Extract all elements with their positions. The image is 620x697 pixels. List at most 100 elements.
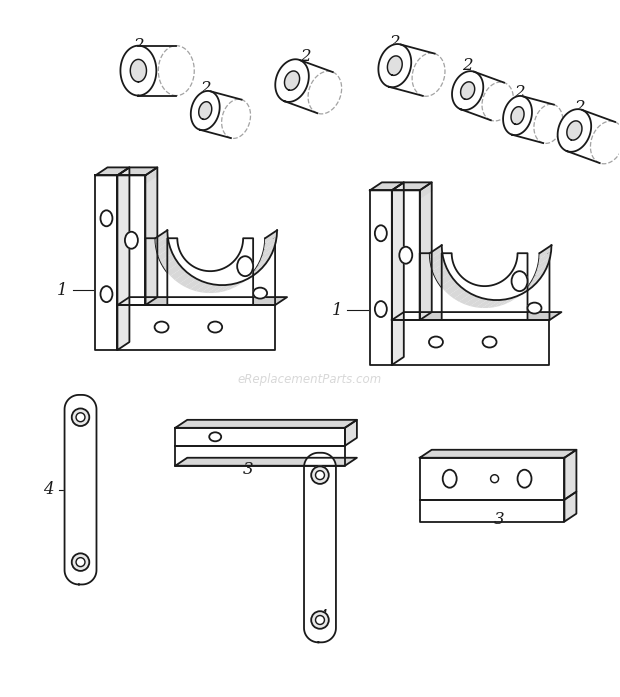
Polygon shape [464,296,482,306]
Polygon shape [525,278,540,291]
Text: 4: 4 [317,609,327,626]
Polygon shape [487,300,505,308]
Polygon shape [499,296,517,306]
Text: 2: 2 [200,80,211,97]
Polygon shape [567,110,615,163]
Text: 2: 2 [463,57,473,74]
Text: 3: 3 [494,511,505,528]
Polygon shape [265,230,277,244]
Polygon shape [392,183,404,365]
Text: 3: 3 [243,461,254,478]
Polygon shape [145,167,157,305]
Polygon shape [454,291,471,302]
Polygon shape [537,257,550,270]
Polygon shape [528,273,544,286]
Ellipse shape [518,470,531,488]
Polygon shape [138,46,176,95]
Ellipse shape [482,337,497,348]
Polygon shape [392,312,562,320]
Polygon shape [161,253,175,266]
Polygon shape [157,242,171,256]
Ellipse shape [125,232,138,249]
Polygon shape [156,236,169,250]
Ellipse shape [208,321,222,332]
Polygon shape [246,268,262,280]
Polygon shape [539,245,551,259]
Ellipse shape [209,432,221,441]
Polygon shape [505,293,522,304]
Ellipse shape [375,301,387,317]
Ellipse shape [100,286,112,302]
Ellipse shape [76,558,85,567]
Polygon shape [449,287,466,298]
Polygon shape [567,121,582,140]
Polygon shape [117,176,145,305]
Polygon shape [389,45,435,96]
Ellipse shape [237,256,253,276]
Polygon shape [285,71,299,90]
Polygon shape [420,185,432,199]
Polygon shape [145,170,157,183]
Polygon shape [430,245,442,259]
Ellipse shape [72,553,89,571]
Ellipse shape [399,247,412,263]
Ellipse shape [316,470,324,480]
Polygon shape [534,263,549,276]
Polygon shape [207,285,225,293]
Polygon shape [95,176,117,350]
Text: 1: 1 [332,302,342,319]
Polygon shape [156,230,167,244]
Polygon shape [512,96,554,143]
Polygon shape [231,279,248,289]
Polygon shape [503,96,532,135]
Polygon shape [420,183,432,320]
Text: 2: 2 [299,48,311,65]
Ellipse shape [429,337,443,348]
Polygon shape [185,279,202,289]
Polygon shape [117,167,130,350]
Polygon shape [515,287,532,298]
Polygon shape [117,297,287,305]
Text: 1: 1 [57,282,68,298]
Polygon shape [275,59,309,102]
Text: 2: 2 [514,84,525,101]
Polygon shape [117,305,275,350]
Polygon shape [200,91,242,138]
Polygon shape [202,284,219,293]
Polygon shape [179,276,197,286]
Polygon shape [95,167,130,176]
Text: 2: 2 [133,37,144,54]
Ellipse shape [490,475,498,483]
Polygon shape [510,291,528,302]
Polygon shape [538,251,551,265]
Polygon shape [452,71,483,110]
Polygon shape [441,253,528,318]
Polygon shape [430,251,443,265]
Polygon shape [420,253,549,320]
Polygon shape [225,282,242,291]
Polygon shape [470,298,488,307]
Polygon shape [254,259,269,271]
Polygon shape [445,283,461,295]
Polygon shape [459,293,476,304]
Polygon shape [378,44,411,87]
Polygon shape [167,238,253,303]
Polygon shape [461,82,475,100]
Polygon shape [564,450,577,500]
Polygon shape [175,446,345,466]
Polygon shape [175,458,357,466]
Polygon shape [482,300,500,308]
Polygon shape [370,183,404,190]
Ellipse shape [375,225,387,241]
Polygon shape [494,298,512,307]
Polygon shape [167,263,182,276]
Polygon shape [431,257,445,270]
Polygon shape [175,420,357,428]
Ellipse shape [154,321,169,332]
Polygon shape [511,107,524,124]
Ellipse shape [100,210,112,227]
Polygon shape [557,109,591,152]
Polygon shape [241,272,258,284]
Polygon shape [304,453,336,643]
Polygon shape [433,263,447,276]
